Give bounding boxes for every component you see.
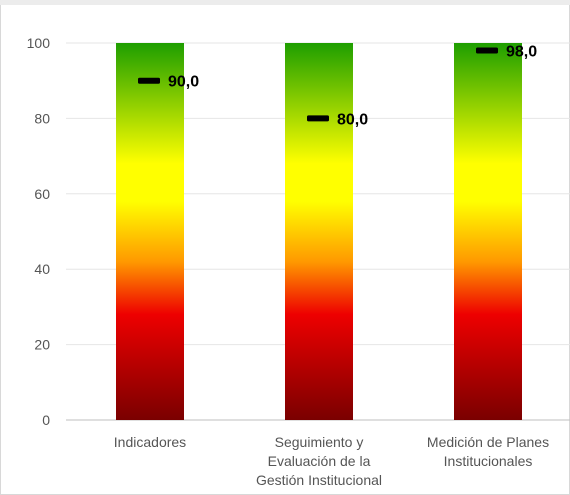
x-tick-label: Indicadores [114, 434, 186, 450]
x-tick-label: Gestión Institucional [256, 472, 382, 488]
bar [285, 43, 353, 420]
markers: 90,0 80,0 98,0 [138, 44, 537, 128]
y-axis-ticks: 0 20 40 60 80 100 [27, 35, 51, 428]
marker [307, 115, 329, 122]
data-label: 80,0 [337, 111, 368, 128]
top-bar [0, 0, 570, 5]
y-tick-label: 80 [34, 110, 50, 126]
bar [454, 43, 522, 420]
marker [138, 77, 160, 84]
y-tick-label: 100 [27, 35, 51, 51]
bars [116, 43, 522, 420]
bar [116, 43, 184, 420]
marker [476, 47, 498, 54]
x-tick-label: Institucionales [444, 453, 533, 469]
y-tick-label: 40 [34, 261, 50, 277]
y-tick-label: 20 [34, 337, 50, 353]
x-tick-label: Medición de Planes [427, 434, 549, 450]
x-tick-label: Seguimiento y [275, 434, 364, 450]
data-label: 90,0 [168, 74, 199, 91]
y-tick-label: 60 [34, 186, 50, 202]
y-tick-label: 0 [42, 412, 50, 428]
x-axis-labels: Indicadores Seguimiento y Evaluación de la… [114, 434, 549, 488]
x-tick-label: Evaluación de la [268, 453, 371, 469]
data-label: 98,0 [506, 44, 537, 61]
